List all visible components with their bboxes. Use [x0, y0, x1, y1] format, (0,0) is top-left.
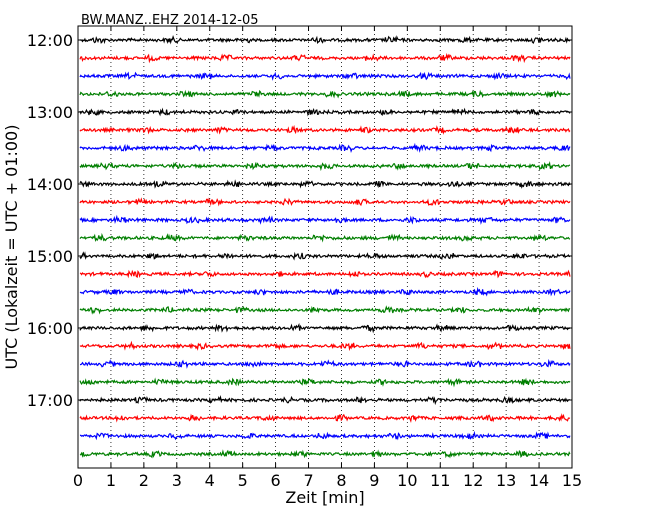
- gridlines: [110, 26, 540, 468]
- trace-line: [79, 142, 571, 154]
- x-tick-label: 1: [106, 471, 116, 490]
- traces: [79, 34, 571, 459]
- x-tick-label: 10: [397, 471, 417, 490]
- y-tick-label: 16:00: [27, 319, 73, 338]
- ticks: 0 1 2 3 4 5 6 7 8 9 10 11 12 13 14 1512:0013:0014:0015:…: [27, 26, 582, 490]
- trace-line: [79, 89, 571, 99]
- trace-line: [79, 34, 571, 45]
- y-axis-label: UTC (Lokalzeit = UTC + 01:00): [2, 125, 21, 370]
- x-tick-label: 14: [529, 471, 549, 490]
- trace-line: [79, 52, 571, 64]
- trace-line: [79, 251, 571, 261]
- trace-line: [79, 430, 571, 441]
- x-tick-label: 9: [369, 471, 379, 490]
- trace-line: [79, 197, 571, 207]
- x-tick-label: 15: [562, 471, 582, 490]
- y-tick-label: 13:00: [27, 103, 73, 122]
- trace-line: [79, 71, 571, 81]
- trace-line: [79, 214, 571, 225]
- x-tick-label: 12: [463, 471, 483, 490]
- x-tick-label: 7: [303, 471, 313, 490]
- x-tick-label: 6: [271, 471, 281, 490]
- x-tick-label: 3: [172, 471, 182, 490]
- trace-line: [79, 322, 571, 334]
- chart-title: BW.MANZ..EHZ 2014-12-05: [81, 13, 259, 28]
- y-tick-label: 15:00: [27, 247, 73, 266]
- trace-line: [79, 305, 571, 315]
- x-tick-label: 4: [205, 471, 215, 490]
- x-tick-label: 8: [336, 471, 346, 490]
- trace-line: [79, 286, 571, 297]
- trace-line: [79, 340, 571, 352]
- trace-line: [79, 107, 571, 117]
- trace-line: [79, 413, 571, 423]
- trace-line: [79, 449, 571, 459]
- x-tick-label: 13: [496, 471, 516, 490]
- trace-line: [79, 161, 571, 172]
- y-tick-label: 14:00: [27, 175, 73, 194]
- trace-line: [79, 358, 571, 369]
- x-axis-label: Zeit [min]: [285, 488, 364, 507]
- x-tick-label: 5: [238, 471, 248, 490]
- trace-line: [79, 179, 571, 189]
- y-tick-label: 12:00: [27, 31, 73, 50]
- trace-line: [79, 269, 571, 279]
- x-tick-label: 2: [139, 471, 149, 490]
- y-tick-label: 17:00: [27, 391, 73, 410]
- plot-frame: [77, 25, 573, 469]
- x-tick-label: 0: [73, 471, 83, 490]
- x-tick-label: 11: [430, 471, 450, 490]
- trace-line: [79, 124, 571, 135]
- trace-line: [79, 395, 571, 406]
- trace-line: [79, 232, 571, 243]
- trace-line: [79, 377, 571, 388]
